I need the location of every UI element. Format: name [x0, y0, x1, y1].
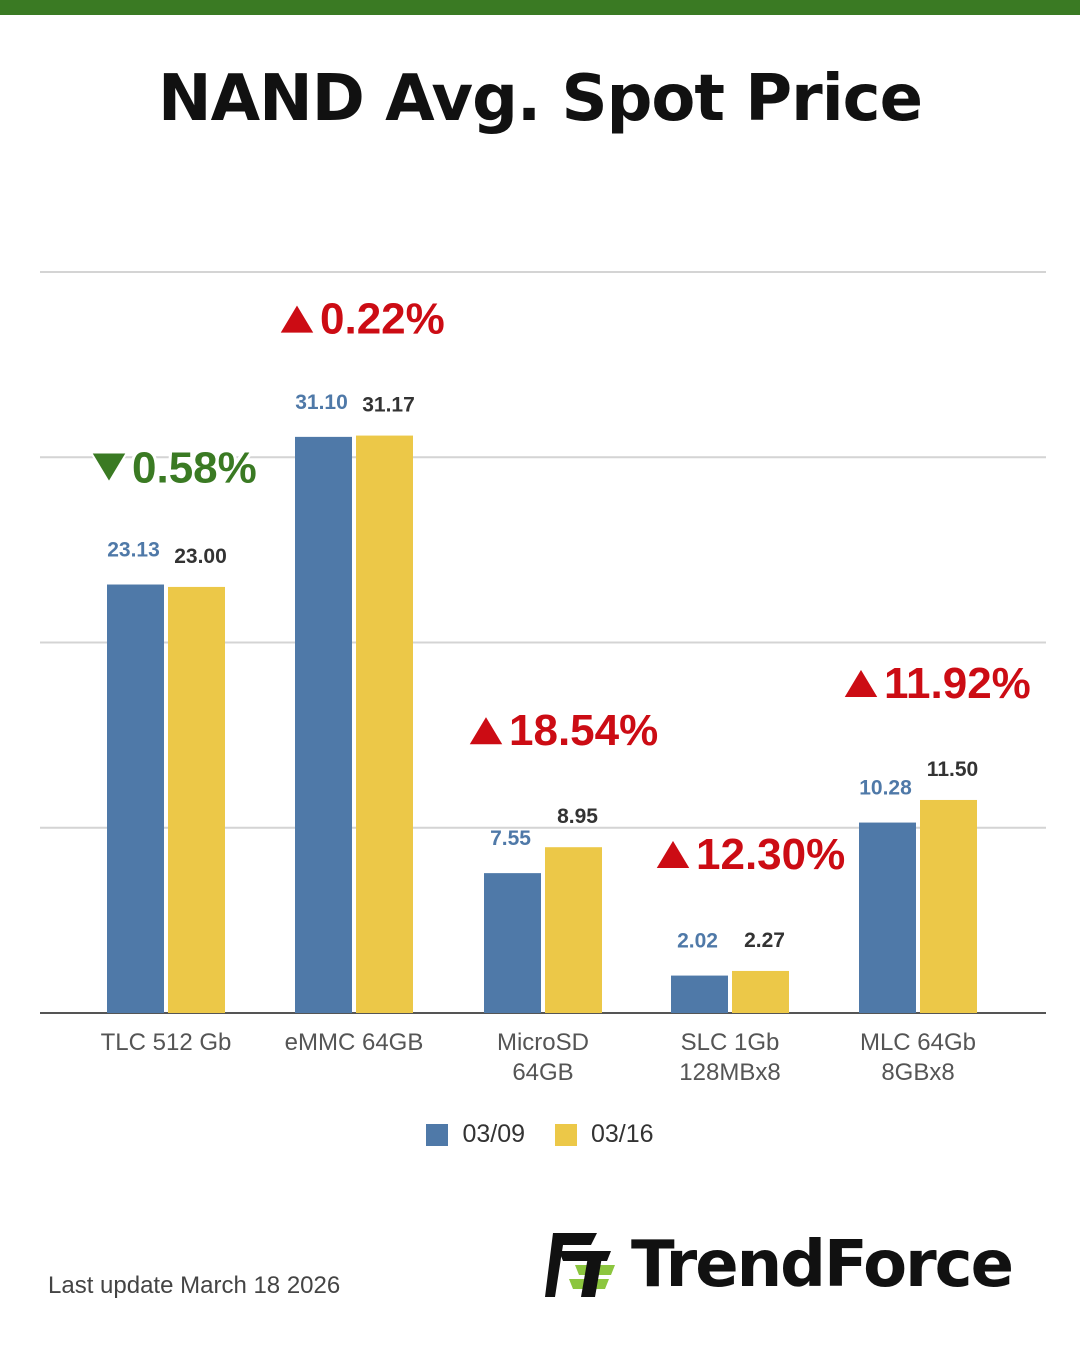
bar-chart: 23.13 23.00 31.10 31.17 7.55 8.95 2.02 2.27 10.2… — [40, 271, 1046, 1086]
value-label: 23.13 — [107, 539, 160, 562]
category-label: 8GBx8 — [881, 1059, 954, 1086]
value-labels: 23.13 23.00 31.10 31.17 7.55 8.95 2.02 2.27 10.2… — [107, 391, 978, 953]
up-triangle-icon — [466, 713, 506, 747]
category-label: MicroSD — [497, 1029, 589, 1056]
last-update-text: Last update March 18 2026 — [48, 1272, 341, 1299]
top-accent-bar — [0, 0, 1080, 15]
up-triangle-icon — [653, 837, 693, 870]
category-labels: TLC 512 Gb eMMC 64GB MicroSD 64GB SLC 1Gb 128… — [101, 1029, 976, 1086]
bar-2 — [732, 970, 789, 1013]
up-triangle-icon — [277, 301, 317, 335]
bar-1 — [484, 873, 541, 1013]
change-label: 0.58% — [132, 444, 257, 493]
bar-1 — [859, 822, 916, 1013]
bar-1 — [671, 975, 728, 1013]
legend-item-series-2: 03/16 — [555, 1120, 654, 1149]
trendforce-logo-icon — [545, 1233, 615, 1297]
logo-text: TrendForce — [631, 1228, 1014, 1302]
bar-2 — [356, 435, 413, 1013]
value-label: 7.55 — [490, 827, 531, 850]
change-label: 18.54% — [509, 706, 658, 755]
legend-item-series-1: 03/09 — [426, 1120, 525, 1149]
category-label: TLC 512 Gb — [101, 1029, 232, 1056]
change-labels: 0.58% 0.22% 18.54% 12.30% 11.92% — [89, 292, 1034, 882]
value-label: 31.17 — [362, 394, 415, 417]
legend-swatch-series-2 — [555, 1123, 577, 1146]
up-triangle-icon — [841, 666, 881, 699]
legend-label-series-1: 03/09 — [462, 1120, 525, 1148]
value-label: 2.02 — [677, 930, 718, 953]
down-triangle-icon — [89, 451, 129, 485]
category-label: 64GB — [512, 1059, 573, 1086]
value-label: 11.50 — [927, 758, 978, 781]
category-label: MLC 64Gb — [860, 1029, 976, 1056]
legend: 03/09 03/16 — [0, 1120, 1080, 1149]
value-label: 31.10 — [295, 391, 348, 414]
bar-2 — [920, 799, 977, 1013]
legend-label-series-2: 03/16 — [591, 1120, 654, 1148]
trendforce-logo: TrendForce — [545, 1228, 1014, 1302]
value-label: 2.27 — [744, 929, 785, 952]
bars — [107, 435, 977, 1013]
bar-1 — [107, 584, 164, 1013]
legend-swatch-series-1 — [426, 1123, 449, 1146]
change-label: 12.30% — [696, 830, 845, 879]
page-title: NAND Avg. Spot Price — [158, 62, 923, 136]
change-label: 11.92% — [884, 659, 1031, 708]
change-label: 0.22% — [320, 295, 445, 344]
value-label: 23.00 — [174, 545, 227, 568]
bar-2 — [545, 847, 602, 1013]
category-label: eMMC 64GB — [285, 1029, 424, 1056]
value-label: 8.95 — [557, 805, 598, 828]
category-label: SLC 1Gb — [681, 1029, 780, 1056]
bar-1 — [295, 436, 352, 1013]
category-label: 128MBx8 — [679, 1059, 780, 1086]
value-label: 10.28 — [859, 777, 912, 800]
bar-2 — [168, 586, 225, 1013]
